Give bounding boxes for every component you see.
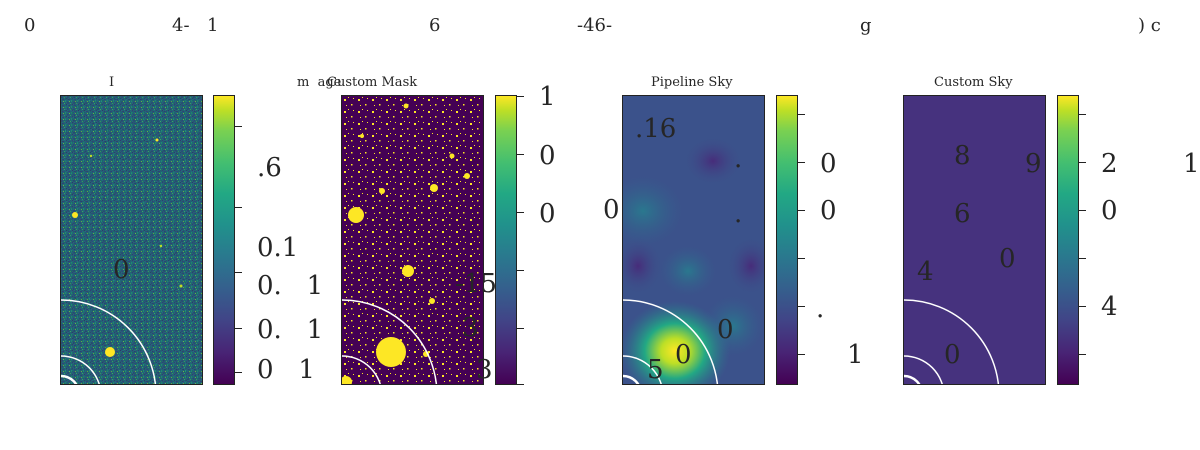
panel-4-image-graphic <box>904 96 1045 384</box>
panel-1-colorbar <box>213 95 242 385</box>
panel-3-overlay-label: 5 <box>647 355 664 385</box>
panel-1-colorbar-tick <box>235 126 242 127</box>
panel-3-colorbar-tick <box>798 258 805 259</box>
panel-2-title: m age <box>297 75 342 90</box>
panel-1-colorbar-label: 0.1 <box>257 233 299 263</box>
panel-3-colorbar-label: . <box>816 294 825 324</box>
panel-3-image-graphic <box>623 96 764 384</box>
panel-2-overlay-label: 3 <box>462 313 479 343</box>
panel-4-overlay-label: 0 <box>944 340 961 370</box>
panel-2-colorbar-tick <box>517 212 524 213</box>
panel-3-colorbar-label: 0 <box>820 196 837 226</box>
panel-4-colorbar-tick <box>1079 162 1086 163</box>
top-label-4: 6 <box>429 15 441 36</box>
panel-4-overlay-label: 4 <box>917 257 934 287</box>
top-label-7: ) c <box>1138 15 1161 36</box>
panel-4-colorbar-label: 0 <box>1101 196 1118 226</box>
panel-4-colorbar-tick <box>1079 114 1086 115</box>
panel-2-image-graphic <box>342 96 483 384</box>
panel-3-overlay-label: .16 <box>635 114 677 144</box>
panel-1-image <box>60 95 203 385</box>
panel-3-colorbar-tick <box>798 114 805 115</box>
panel-4-colorbar-label: 4 <box>1101 292 1118 322</box>
panel-2-overlay-label: -15 <box>455 269 497 299</box>
panel-1-title: I <box>109 75 115 90</box>
panel-4-overlay-label: 6 <box>954 199 971 229</box>
panel-4-colorbar-tick <box>1079 210 1086 211</box>
panel-4-colorbar <box>1057 95 1086 385</box>
panel-4-image <box>903 95 1046 385</box>
panel-2-colorbar-label: 1 <box>539 82 556 112</box>
panel-3-colorbar-label: 0 <box>820 149 837 179</box>
panel-4-title: Pipeline Sky <box>651 75 733 90</box>
top-label-1: 0 <box>24 15 36 36</box>
panel-3-colorbar <box>776 95 805 385</box>
panel-1-colorbar-tick <box>235 372 242 373</box>
panel-1-colorbar-label: 0 1 <box>257 355 315 385</box>
panel-1-colorbar-label: .6 <box>257 153 282 183</box>
panel-3-colorbar-tick <box>798 210 805 211</box>
panel-2-colorbar-tick <box>517 328 524 329</box>
panel-3-colorbar-tick <box>798 162 805 163</box>
panel-2-colorbar-tick <box>517 154 524 155</box>
top-label-3: 1 <box>207 15 219 36</box>
panel-4-colorbar-tick <box>1079 306 1086 307</box>
panel-4-colorbar-tick <box>1079 354 1086 355</box>
panel-1-overlay-label: 0 <box>113 255 130 285</box>
panel-1-colorbar-label: 0. 1 <box>257 315 324 345</box>
top-label-5: -46- <box>577 15 613 36</box>
panel-4-colorbar-label: 2 <box>1101 149 1118 179</box>
panel-2-colorbar <box>495 95 524 385</box>
panel-2-overlay-label: 3 <box>476 355 493 385</box>
panel-3-colorbar-tick <box>798 306 805 307</box>
panel-1-colorbar-tick <box>235 328 242 329</box>
panel-3-colorbar-label: 1 <box>847 340 864 370</box>
panel-4-overlay-label: 0 <box>999 244 1016 274</box>
panel-3-overlay-label: . <box>734 199 743 229</box>
panel-5-title: Custom Sky <box>934 75 1013 90</box>
panel-4-colorbar-tick <box>1079 258 1086 259</box>
panel-2-image <box>341 95 484 385</box>
panel-1-colorbar-label: 0. 1 <box>257 271 324 301</box>
top-label-2: 4- <box>172 15 190 36</box>
panel-1-image-graphic <box>61 96 202 384</box>
panel-1-colorbar-tick <box>235 207 242 208</box>
panel-2-colorbar-tick <box>517 96 524 97</box>
panel-4-overlay-label: 9 <box>1025 149 1042 179</box>
panel-2-colorbar-label: 0 <box>539 199 556 229</box>
panel-2-colorbar-tick <box>517 270 524 271</box>
panel-2-colorbar-label: 0 <box>539 141 556 171</box>
panel-4-overlay-label: 8 <box>954 141 971 171</box>
panel-1-colorbar-tick <box>235 272 242 273</box>
panel-3-overlay-label: . <box>734 144 743 174</box>
panel-4-colorbar-label: 1 <box>1183 149 1200 179</box>
panel-3-title: Custom Mask <box>327 75 418 90</box>
panel-3-overlay-label: 0 <box>717 315 734 345</box>
panel-3-colorbar-tick <box>798 354 805 355</box>
panel-3-image <box>622 95 765 385</box>
top-label-6: g <box>860 15 872 36</box>
panel-3-overlay-label: 0 <box>675 340 692 370</box>
panel-2-colorbar-tick <box>517 384 524 385</box>
panel-3-overlay-label: 0 <box>603 195 620 225</box>
